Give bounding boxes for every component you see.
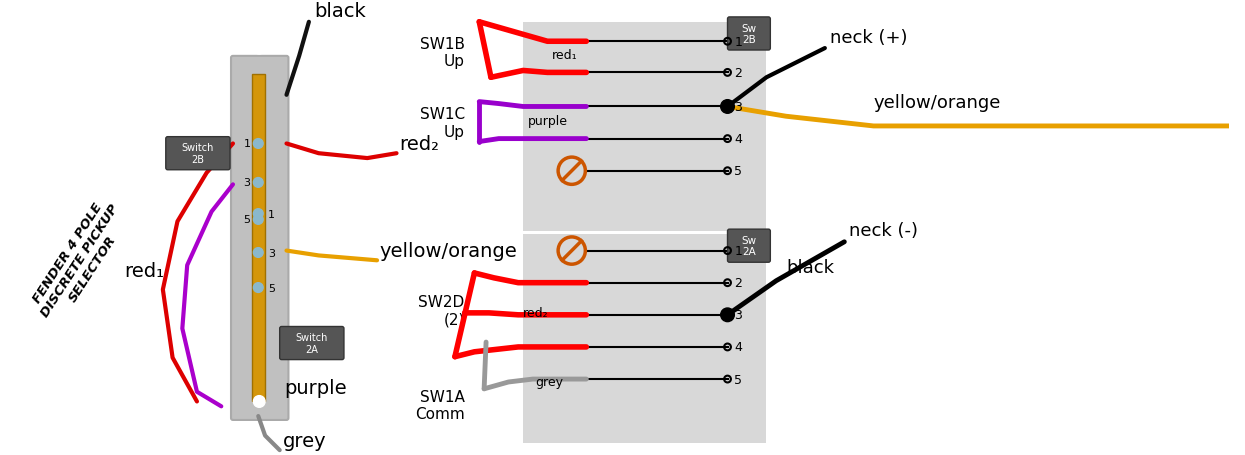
Text: 1: 1 xyxy=(244,139,250,149)
Circle shape xyxy=(254,396,265,407)
Text: purple: purple xyxy=(528,115,568,128)
Circle shape xyxy=(254,139,263,149)
Circle shape xyxy=(721,101,735,114)
Text: red₁: red₁ xyxy=(124,261,164,280)
FancyBboxPatch shape xyxy=(727,18,771,51)
Text: Switch
2A: Switch 2A xyxy=(295,333,327,354)
Text: 3: 3 xyxy=(735,101,742,114)
Text: red₂: red₂ xyxy=(523,307,549,320)
Text: grey: grey xyxy=(283,431,326,450)
Circle shape xyxy=(254,209,263,219)
Bar xyxy=(253,75,265,402)
Text: 3: 3 xyxy=(244,178,250,188)
Bar xyxy=(523,234,767,443)
Text: SW1A
Comm: SW1A Comm xyxy=(415,389,464,421)
Circle shape xyxy=(254,43,265,55)
Text: neck (+): neck (+) xyxy=(829,29,908,47)
Circle shape xyxy=(254,215,263,225)
FancyBboxPatch shape xyxy=(166,137,230,170)
Text: neck (-): neck (-) xyxy=(849,222,919,239)
Text: purple: purple xyxy=(285,378,347,397)
Text: 5: 5 xyxy=(735,373,742,386)
Text: grey: grey xyxy=(535,376,563,389)
Text: SW2D
(2): SW2D (2) xyxy=(418,294,464,326)
Circle shape xyxy=(254,248,263,258)
Text: 1: 1 xyxy=(268,209,275,219)
Text: red₂: red₂ xyxy=(400,135,439,154)
Text: Switch
2B: Switch 2B xyxy=(182,143,214,165)
Text: 5: 5 xyxy=(735,165,742,178)
Text: yellow/orange: yellow/orange xyxy=(380,242,518,261)
Text: 2: 2 xyxy=(735,277,742,289)
Text: Sw
2A: Sw 2A xyxy=(741,235,757,257)
Circle shape xyxy=(254,178,263,188)
Circle shape xyxy=(254,283,263,293)
Circle shape xyxy=(721,308,735,322)
Text: Sw
2B: Sw 2B xyxy=(741,24,757,45)
Text: 4: 4 xyxy=(735,341,742,354)
Text: 2: 2 xyxy=(735,67,742,80)
FancyBboxPatch shape xyxy=(232,57,289,420)
Text: 1: 1 xyxy=(735,244,742,258)
FancyBboxPatch shape xyxy=(280,327,344,360)
Text: 5: 5 xyxy=(244,215,250,225)
Text: black: black xyxy=(314,2,366,21)
Bar xyxy=(523,23,767,232)
Text: 3: 3 xyxy=(268,248,275,258)
Text: 1: 1 xyxy=(735,35,742,49)
Text: SW1C
Up: SW1C Up xyxy=(420,107,464,139)
Text: 5: 5 xyxy=(268,283,275,293)
Text: yellow/orange: yellow/orange xyxy=(874,94,1001,112)
Text: red₁: red₁ xyxy=(553,49,578,62)
Text: 3: 3 xyxy=(735,308,742,322)
Text: FENDER 4 POLE
DISCRETE PICKUP
SELECTOR: FENDER 4 POLE DISCRETE PICKUP SELECTOR xyxy=(26,194,134,328)
FancyBboxPatch shape xyxy=(727,230,771,263)
Text: 4: 4 xyxy=(735,133,742,146)
Text: SW1B
Up: SW1B Up xyxy=(420,37,464,69)
Text: black: black xyxy=(786,258,834,276)
